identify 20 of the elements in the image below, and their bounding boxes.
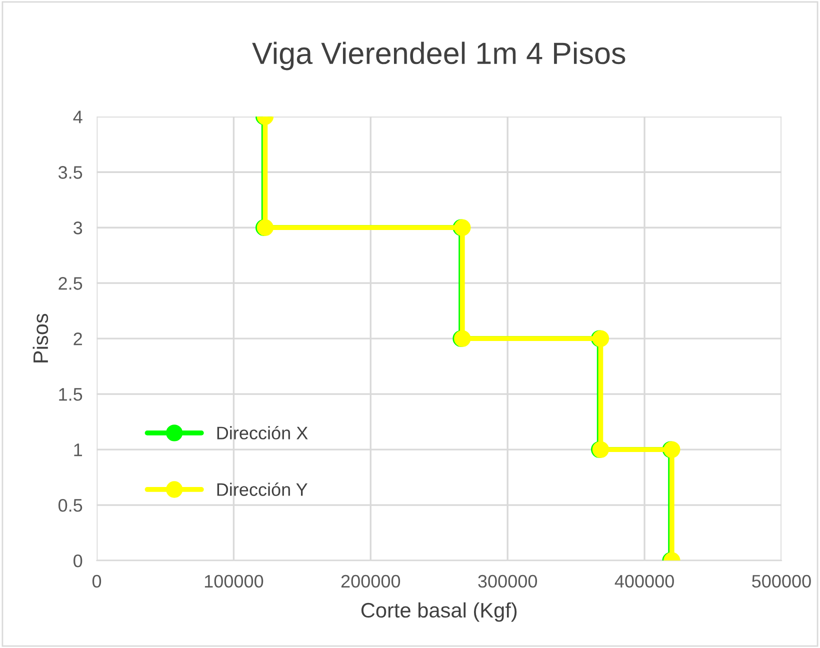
x-tick-label: 200000 xyxy=(341,574,400,588)
chart-title: Viga Vierendeel 1m 4 Pisos xyxy=(252,42,626,70)
x-tick-label: 400000 xyxy=(614,574,674,588)
x-axis-title: Corte basal (Kgf) xyxy=(361,602,517,622)
y-tick-label: 0 xyxy=(74,554,82,568)
y-tick-label: 4 xyxy=(73,110,82,124)
y-tick-label: 0.5 xyxy=(58,498,82,512)
x-tick-label: 500000 xyxy=(752,574,811,588)
y-tick-label: 2 xyxy=(74,332,82,346)
y-tick-label: 3 xyxy=(74,222,82,234)
legend-label: Dirección Y xyxy=(217,482,308,496)
y-tick-label: 2.5 xyxy=(58,277,82,290)
y-tick-label: 1 xyxy=(74,444,82,456)
x-tick-label: 300000 xyxy=(478,574,537,588)
x-tick-label: 0 xyxy=(92,574,102,588)
x-tick-label: 100000 xyxy=(204,574,264,588)
legend-label: Dirección X xyxy=(217,426,308,440)
y-axis-title: Pisos xyxy=(32,314,48,362)
y-tick-label: 1.5 xyxy=(59,388,82,401)
y-tick-label: 3.5 xyxy=(58,166,82,179)
